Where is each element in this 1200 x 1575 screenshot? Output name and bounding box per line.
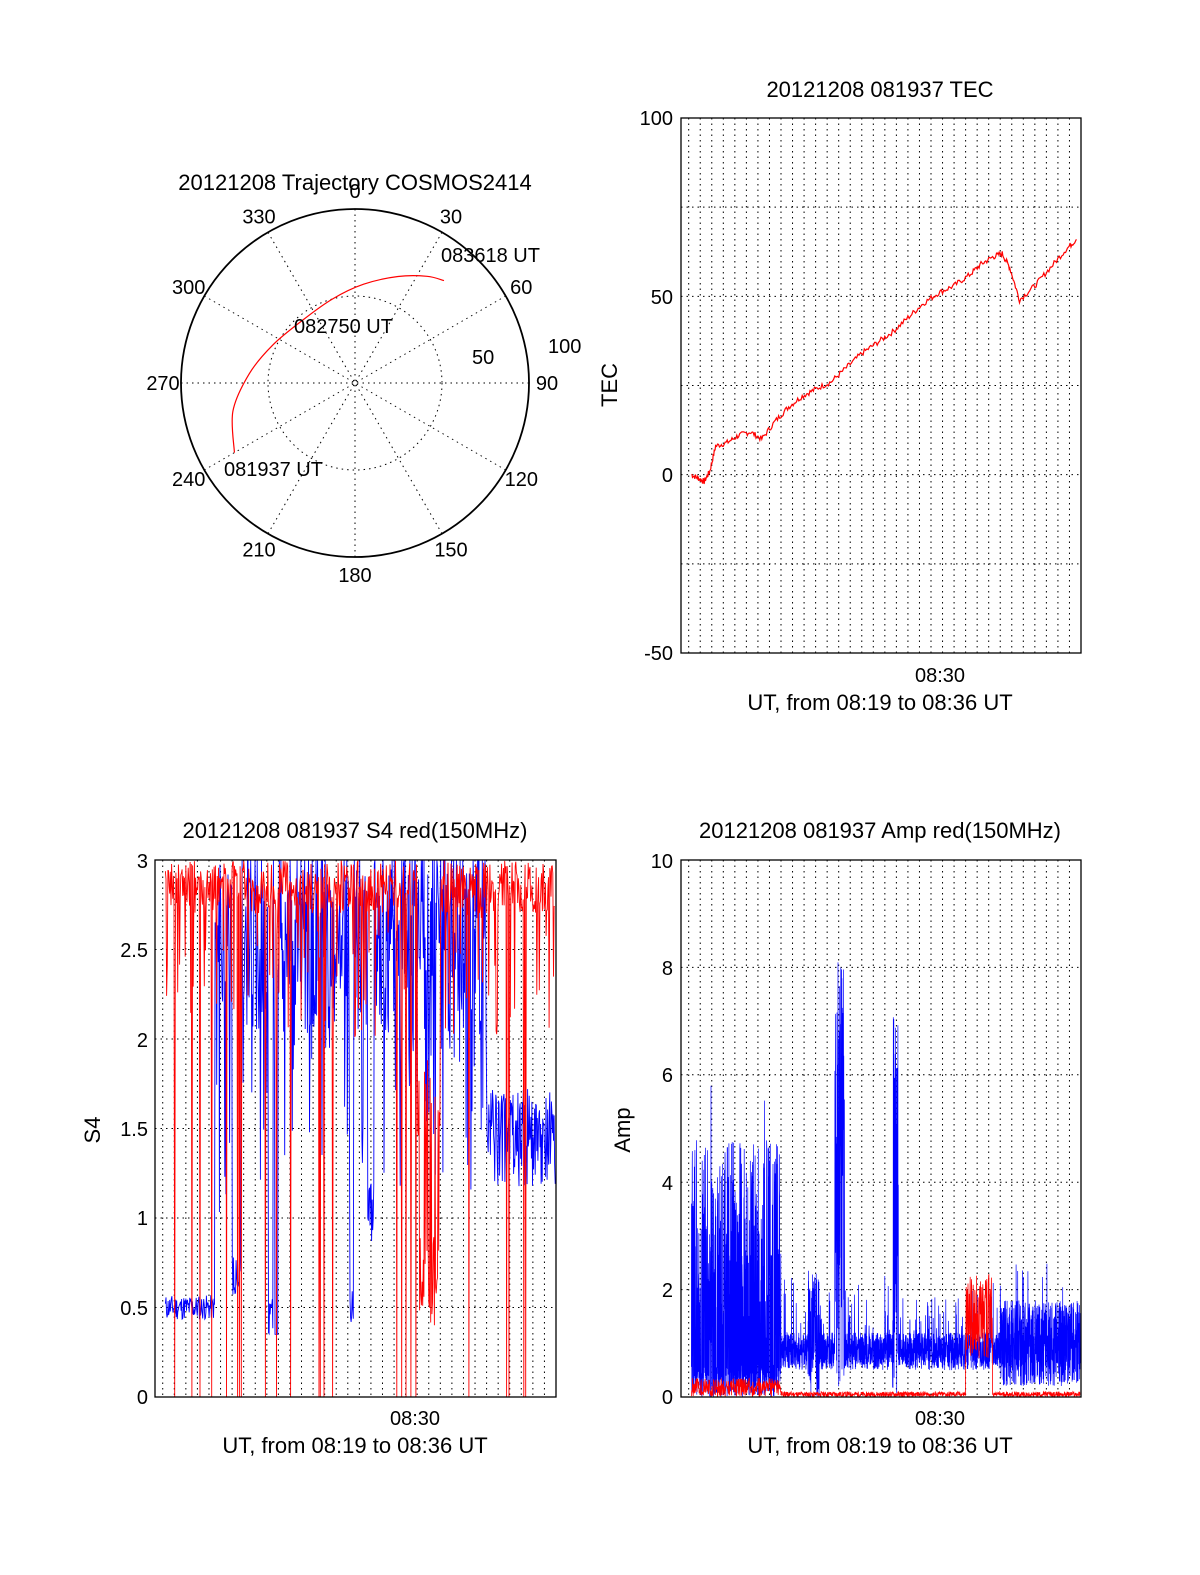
- amp-xtick-0830: 08:30: [915, 1408, 965, 1430]
- s4-ytick-3: 3: [137, 851, 148, 873]
- amp-plot-frame: [680, 859, 1082, 1398]
- polar-title: 20121208 Trajectory COSMOS2414: [178, 170, 531, 195]
- s4-ytick-1: 1: [137, 1208, 148, 1230]
- s4-ytick-2: 2: [137, 1030, 148, 1052]
- amp-ytick-2: 2: [662, 1280, 673, 1302]
- polar-annotation-end: 083618 UT: [441, 245, 540, 267]
- s4-chart: 20121208 081937 S4 red(150MHz) 3 2.5 2 1…: [80, 818, 557, 1458]
- polar-grid: [181, 209, 529, 557]
- s4-series-red: [164, 860, 555, 1398]
- s4-ytick-0-5: 0.5: [120, 1298, 148, 1320]
- tec-ytick-100: 100: [640, 108, 673, 130]
- s4-ytick-2-5: 2.5: [120, 940, 148, 962]
- tec-ylabel: TEC: [597, 363, 622, 407]
- polar-angle-label: 30: [440, 207, 462, 229]
- amp-ylabel: Amp: [610, 1107, 635, 1152]
- polar-annotation-start: 081937 UT: [224, 459, 323, 481]
- s4-xtick-0830: 08:30: [390, 1408, 440, 1430]
- polar-angle-label: 120: [505, 469, 538, 491]
- amp-red-trace: [691, 1274, 1081, 1399]
- amp-blue-trace: [691, 962, 1081, 1398]
- amp-ytick-8: 8: [662, 958, 673, 980]
- polar-angle-label: 180: [338, 565, 371, 587]
- tec-xtick-0830: 08:30: [915, 665, 965, 687]
- tec-grid: [681, 118, 1081, 653]
- s4-plot-frame: [154, 859, 557, 1398]
- polar-angle-labels: 0 30 60 90 120 150 180 210 240 270 300 330: [146, 181, 558, 587]
- s4-ylabel: S4: [80, 1117, 105, 1144]
- polar-radial-tick-100: 100: [548, 336, 581, 358]
- s4-series-blue: [164, 859, 556, 1336]
- s4-red-trace: [164, 860, 555, 1398]
- polar-outer-circle: [180, 208, 530, 558]
- polar-angle-label: 0: [349, 181, 360, 203]
- amp-series-blue: [691, 962, 1081, 1398]
- tec-xlabel: UT, from 08:19 to 08:36 UT: [747, 690, 1012, 715]
- amp-title: 20121208 081937 Amp red(150MHz): [699, 818, 1061, 843]
- polar-grid-spoke: [267, 232, 443, 534]
- polar-angle-label: 90: [536, 373, 558, 395]
- amp-ytick-10: 10: [651, 851, 673, 873]
- tec-title: 20121208 081937 TEC: [766, 77, 993, 102]
- tec-ytick-50: 50: [651, 287, 673, 309]
- amp-xlabel: UT, from 08:19 to 08:36 UT: [747, 1433, 1012, 1458]
- polar-angle-label: 330: [242, 207, 275, 229]
- tec-series-red: [691, 239, 1077, 485]
- polar-radial-tick-50: 50: [472, 347, 494, 369]
- polar-trajectory-chart: 20121208 Trajectory COSMOS2414 0 30 60 90 12…: [146, 170, 581, 587]
- polar-angle-label: 300: [172, 277, 205, 299]
- s4-ytick-0: 0: [137, 1387, 148, 1409]
- s4-title: 20121208 081937 S4 red(150MHz): [183, 818, 528, 843]
- polar-angle-label: 210: [242, 539, 275, 561]
- s4-ytick-1-5: 1.5: [120, 1119, 148, 1141]
- amp-series-red: [691, 1274, 1081, 1399]
- amp-ytick-6: 6: [662, 1065, 673, 1087]
- tec-chart: 20121208 081937 TEC 100 50 0 -50 TEC 08:…: [597, 77, 1082, 715]
- tec-plot-frame: [680, 117, 1082, 654]
- polar-angle-label: 60: [510, 277, 532, 299]
- amp-chart: 20121208 081937 Amp red(150MHz) 10 8 6 4…: [610, 818, 1082, 1458]
- polar-trajectory-series: [231, 275, 445, 453]
- polar-angle-label: 270: [146, 373, 179, 395]
- polar-annotation-mid: 082750 UT: [294, 316, 393, 338]
- polar-angle-label: 150: [434, 539, 467, 561]
- amp-grid: [681, 860, 1081, 1397]
- amp-ytick-0: 0: [662, 1387, 673, 1409]
- s4-xlabel: UT, from 08:19 to 08:36 UT: [222, 1433, 487, 1458]
- polar-grid-ring: [267, 295, 443, 471]
- tec-ytick-neg50: -50: [644, 643, 673, 665]
- s4-blue-trace: [164, 859, 556, 1336]
- polar-grid-spoke: [267, 232, 443, 534]
- tec-ytick-0: 0: [662, 465, 673, 487]
- polar-angle-label: 240: [172, 469, 205, 491]
- amp-ytick-4: 4: [662, 1173, 673, 1195]
